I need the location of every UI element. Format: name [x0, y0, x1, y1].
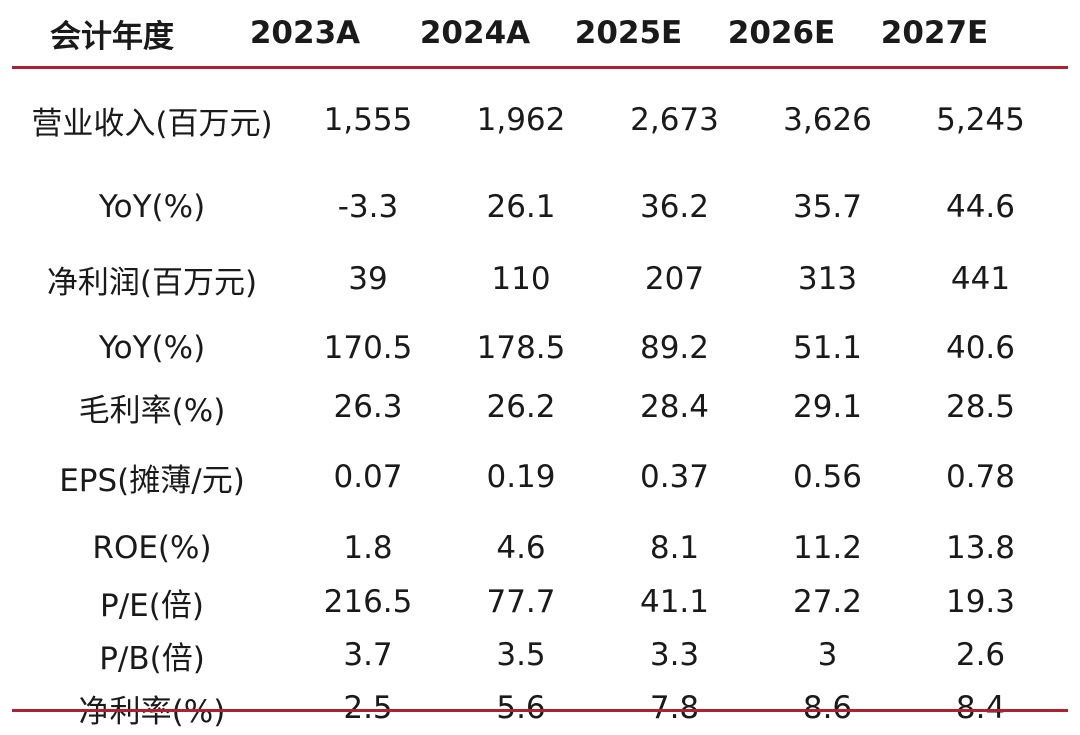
- header-label: 会计年度: [50, 18, 174, 55]
- table-cell: 1.8: [343, 530, 393, 566]
- table-row-net-profit-yoy: YoY(%) 170.5 178.5 89.2 51.1 40.6: [12, 315, 1068, 381]
- row-label: P/B(倍): [99, 640, 205, 677]
- table-cell: 27.2: [792, 584, 863, 620]
- table-cell: 2,673: [630, 102, 719, 138]
- row-label: YoY(%): [98, 189, 206, 225]
- row-label: 毛利率(%): [78, 392, 226, 429]
- table-row-revenue-yoy: YoY(%) -3.3 26.1 36.2 35.7 44.6: [12, 171, 1068, 243]
- table-cell: 441: [950, 261, 1011, 297]
- table-cell: 77.7: [486, 584, 556, 620]
- row-label: P/E(倍): [100, 587, 204, 624]
- table-cell: 39: [348, 261, 388, 297]
- table-cell: 178.5: [476, 330, 566, 366]
- table-cell: 29.1: [792, 389, 863, 425]
- table-cell: 40.6: [945, 330, 1016, 366]
- table-cell: 5.6: [496, 690, 546, 726]
- table-cell: 1,555: [323, 102, 413, 138]
- table-cell: 4.6: [496, 530, 546, 566]
- header-year-2025e: 2025E: [574, 15, 683, 51]
- table-cell: 89.2: [639, 330, 710, 366]
- table-cell: 41.1: [639, 584, 710, 620]
- header-year-2026e: 2026E: [727, 15, 836, 51]
- header-year-2024a: 2024A: [419, 15, 531, 51]
- table-cell: 0.07: [333, 459, 403, 495]
- table-cell: 2.5: [343, 690, 393, 726]
- table-cell: 26.3: [333, 389, 403, 425]
- table-cell: 13.8: [945, 530, 1016, 566]
- table-cell: 0.19: [486, 459, 556, 495]
- table-cell: 44.6: [945, 189, 1016, 225]
- table-row-net-profit: 净利润(百万元) 39 110 207 313 441: [12, 243, 1068, 315]
- row-label: YoY(%): [98, 330, 206, 366]
- table-cell: 51.1: [792, 330, 863, 366]
- table-cell: 8.4: [955, 690, 1006, 726]
- table-cell: 8.6: [802, 690, 853, 726]
- table-cell: 7.8: [649, 690, 700, 726]
- table-cell: 313: [797, 261, 858, 297]
- table-cell: 1,962: [476, 102, 566, 138]
- table-cell: 3.5: [496, 637, 546, 673]
- table-cell: 2.6: [955, 637, 1006, 673]
- row-label: 营业收入(百万元): [31, 105, 273, 142]
- table-row-pb: P/B(倍) 3.7 3.5 3.3 3 2.6: [12, 629, 1068, 681]
- table-row-roe: ROE(%) 1.8 4.6 8.1 11.2 13.8: [12, 521, 1068, 575]
- row-label: 净利率(%): [78, 693, 226, 730]
- table-row-pe: P/E(倍) 216.5 77.7 41.1 27.2 19.3: [12, 575, 1068, 629]
- table-cell: 28.4: [639, 389, 710, 425]
- table-row-net-margin: 净利率(%) 2.5 5.6 7.8 8.6 8.4: [12, 681, 1068, 735]
- table-cell: 207: [644, 261, 705, 297]
- table-bottom-rule: [12, 709, 1068, 712]
- table-cell: 170.5: [323, 330, 413, 366]
- table-cell: -3.3: [337, 189, 399, 225]
- table-cell: 5,245: [936, 102, 1025, 138]
- table-cell: 0.78: [945, 459, 1016, 495]
- table-cell: 26.2: [486, 389, 556, 425]
- table-cell: 3,626: [783, 102, 872, 138]
- table-header-row: 会计年度 2023A 2024A 2025E 2026E 2027E: [12, 0, 1068, 69]
- financial-forecast-table: 会计年度 2023A 2024A 2025E 2026E 2027E 营业收入(…: [12, 0, 1068, 735]
- table-cell: 3: [817, 637, 838, 673]
- table-cell: 26.1: [486, 189, 556, 225]
- table-cell: 3.7: [343, 637, 393, 673]
- table-row-gross-margin: 毛利率(%) 26.3 26.2 28.4 29.1 28.5: [12, 381, 1068, 433]
- table-cell: 35.7: [792, 189, 863, 225]
- table-cell: 11.2: [792, 530, 863, 566]
- row-label: 净利润(百万元): [46, 264, 258, 301]
- table-cell: 28.5: [945, 389, 1016, 425]
- table-cell: 216.5: [323, 584, 413, 620]
- table-row-revenue: 营业收入(百万元) 1,555 1,962 2,673 3,626 5,245: [12, 69, 1068, 171]
- table-row-eps: EPS(摊薄/元) 0.07 0.19 0.37 0.56 0.78: [12, 433, 1068, 521]
- table-cell: 0.37: [639, 459, 710, 495]
- row-label: EPS(摊薄/元): [59, 462, 245, 499]
- table-cell: 36.2: [639, 189, 710, 225]
- row-label: ROE(%): [92, 530, 212, 566]
- header-year-2027e: 2027E: [880, 15, 989, 51]
- header-year-2023a: 2023A: [249, 15, 361, 51]
- table-cell: 0.56: [792, 459, 863, 495]
- table-cell: 19.3: [945, 584, 1016, 620]
- table-cell: 8.1: [649, 530, 700, 566]
- table-cell: 110: [491, 261, 551, 297]
- table-cell: 3.3: [649, 637, 700, 673]
